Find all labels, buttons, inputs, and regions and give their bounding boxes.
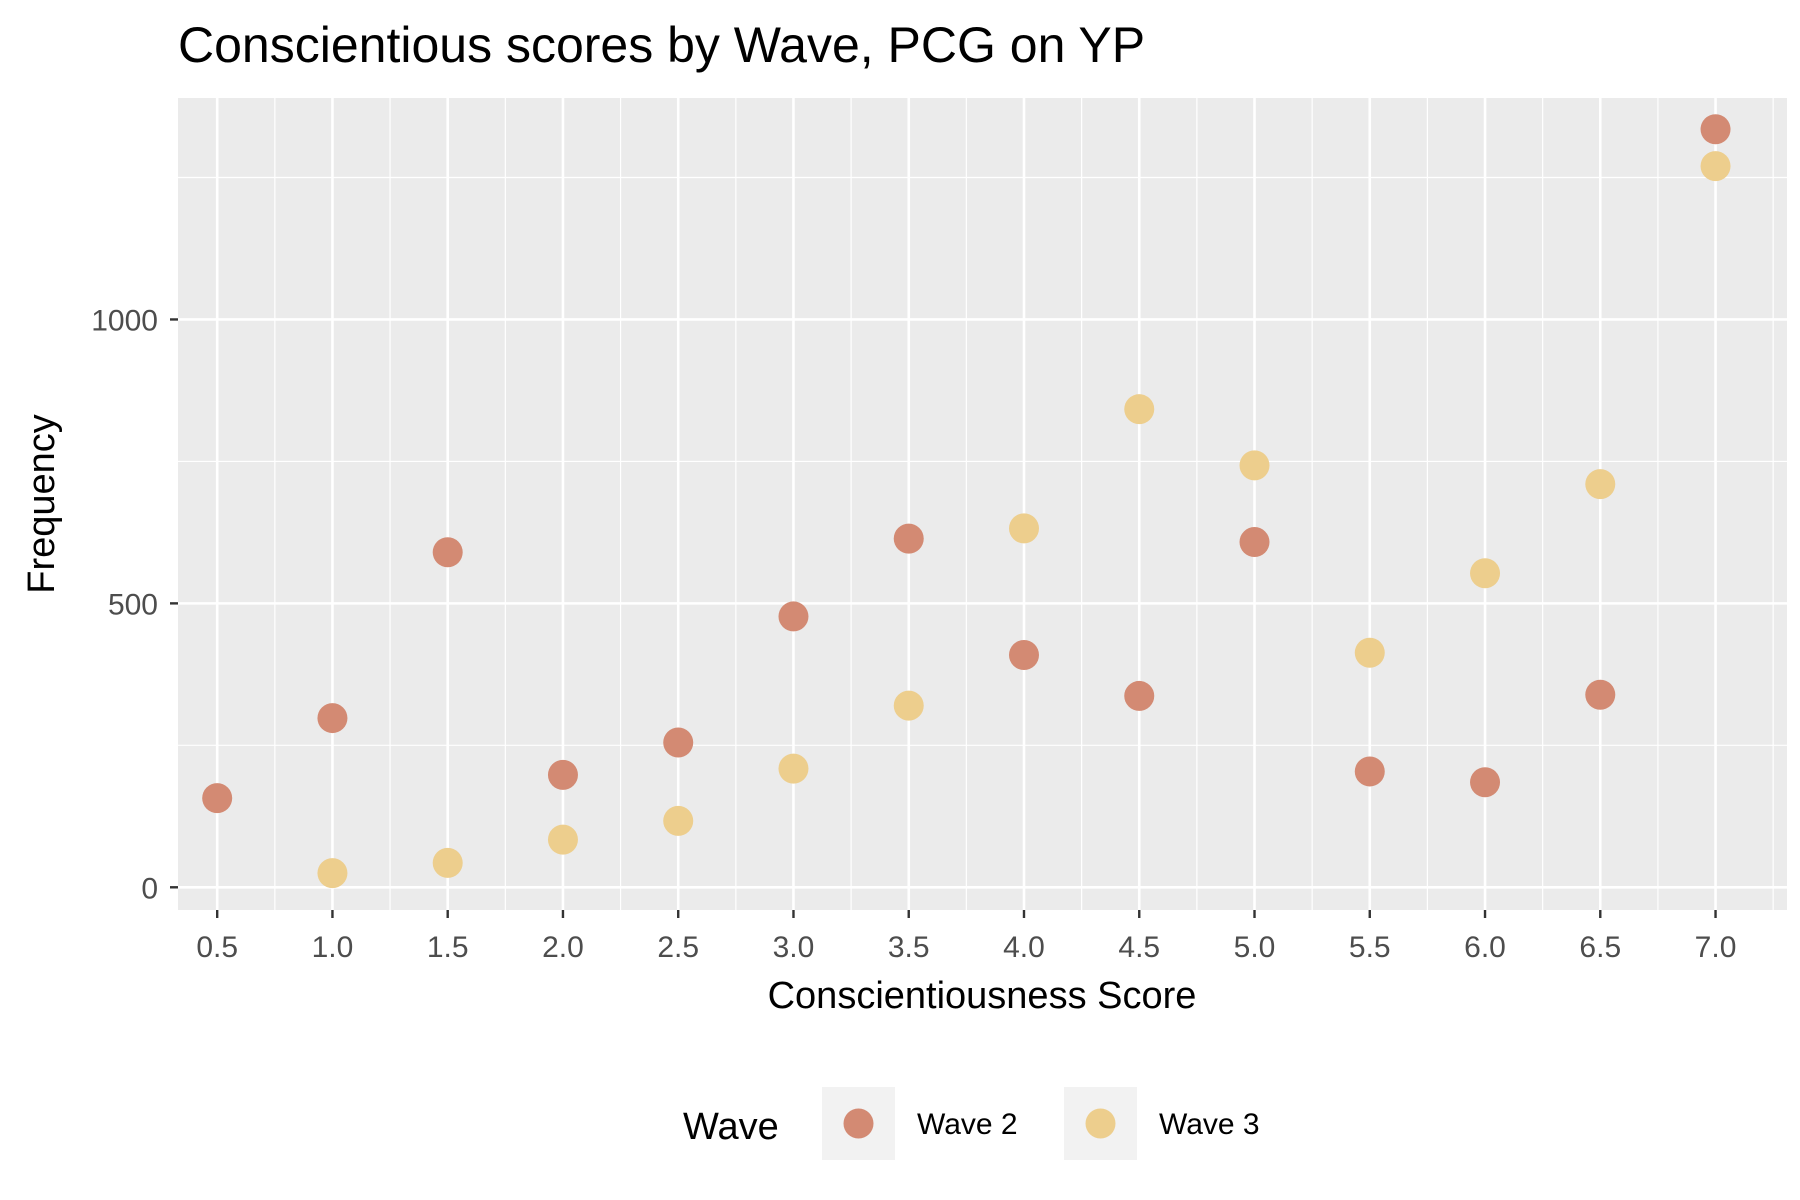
point-wave-2: [432, 537, 463, 568]
point-wave-2: [547, 759, 578, 790]
point-wave-3: [1585, 469, 1616, 500]
y-axis-title: Frequency: [21, 414, 63, 594]
point-wave-2: [1124, 680, 1155, 711]
point-wave-3: [432, 847, 463, 878]
point-wave-2: [1470, 767, 1501, 798]
point-wave-2: [1585, 679, 1616, 710]
point-wave-3: [547, 824, 578, 855]
x-tick-label: 4.5: [1118, 931, 1160, 964]
y-tick-label: 0: [141, 872, 158, 905]
point-wave-2: [778, 601, 809, 632]
point-wave-3: [1124, 394, 1155, 425]
point-wave-3: [1008, 513, 1039, 544]
legend-label-wave-2: Wave 2: [917, 1108, 1018, 1141]
x-tick-label: 4.0: [1003, 931, 1045, 964]
x-tick-label: 2.0: [542, 931, 584, 964]
x-axis: 0.5 1.0 1.5 2.0 2.5 3.0 3.5 4.0 4.5 5.0 5.5 6.0 6.5 7…: [196, 910, 1736, 964]
point-wave-2: [1239, 527, 1270, 558]
legend-title: Wave: [683, 1106, 779, 1148]
point-wave-3: [893, 690, 924, 721]
point-wave-2: [1354, 756, 1385, 787]
point-wave-3: [317, 858, 348, 889]
x-tick-label: 5.0: [1234, 931, 1276, 964]
x-tick-label: 1.0: [312, 931, 354, 964]
x-tick-label: 3.0: [773, 931, 815, 964]
x-tick-label: 1.5: [427, 931, 469, 964]
y-axis: 0 500 1000: [91, 304, 178, 905]
point-wave-3: [1354, 637, 1385, 668]
y-tick-label: 500: [108, 588, 158, 621]
point-wave-3: [1700, 151, 1731, 182]
x-tick-label: 6.5: [1579, 931, 1621, 964]
x-tick-label: 3.5: [888, 931, 930, 964]
legend-key-wave-2: [843, 1108, 874, 1139]
point-wave-2: [1008, 640, 1039, 671]
chart-title: Conscientious scores by Wave, PCG on YP: [178, 17, 1145, 73]
point-wave-3: [1239, 450, 1270, 481]
point-wave-3: [778, 753, 809, 784]
point-wave-2: [202, 783, 233, 814]
legend: Wave Wave 2 Wave 3: [683, 1087, 1260, 1160]
x-tick-label: 0.5: [196, 931, 238, 964]
data-points: [202, 114, 1731, 889]
point-wave-3: [663, 805, 694, 836]
x-tick-label: 5.5: [1349, 931, 1391, 964]
x-tick-label: 7.0: [1695, 931, 1737, 964]
point-wave-2: [893, 523, 924, 554]
x-tick-label: 2.5: [657, 931, 699, 964]
point-wave-2: [663, 727, 694, 758]
minor-gridlines: [178, 98, 1787, 910]
point-wave-2: [1700, 114, 1731, 145]
legend-key-wave-3: [1085, 1108, 1116, 1139]
legend-items: Wave 2 Wave 3: [822, 1087, 1260, 1160]
x-axis-title: Conscientiousness Score: [768, 975, 1197, 1017]
point-wave-2: [317, 703, 348, 734]
plot-panel: [178, 98, 1787, 910]
legend-label-wave-3: Wave 3: [1159, 1108, 1260, 1141]
x-tick-label: 6.0: [1464, 931, 1506, 964]
point-wave-3: [1470, 558, 1501, 589]
y-tick-label: 1000: [91, 304, 158, 337]
